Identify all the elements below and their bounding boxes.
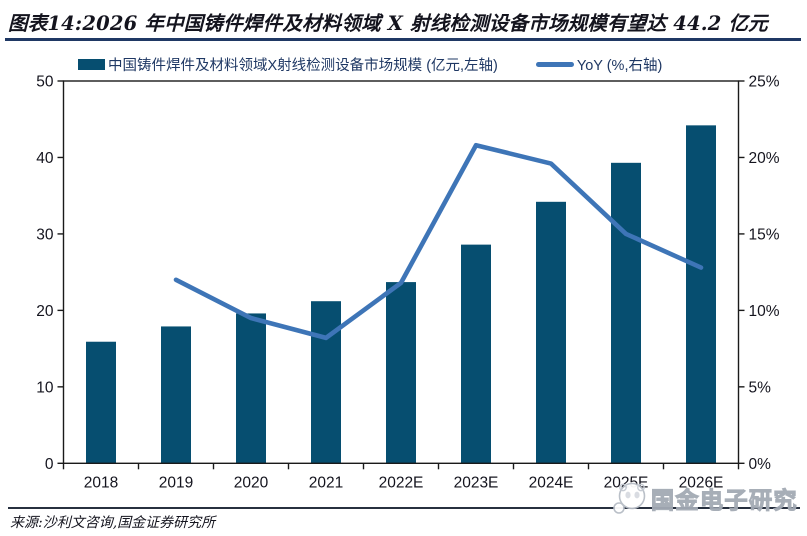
source-note: 来源:沙利文咨询,国金证券研究所 (10, 515, 216, 531)
left-axis-tick-label: 30 (36, 226, 54, 243)
footer-divider (8, 507, 800, 509)
yoy-line (173, 142, 704, 341)
bar-2026E (686, 125, 716, 464)
left-axis-tick-label: 20 (36, 303, 54, 320)
legend-item-market-size: 中国铸件焊件及材料领域X射线检测设备市场规模 (亿元,左轴) (78, 54, 498, 75)
plot-frame (62, 80, 740, 464)
bar-2019 (161, 326, 191, 464)
bar-2024E (536, 201, 566, 464)
left-axis-tick-label: 0 (45, 456, 54, 473)
bar-2020 (236, 313, 266, 464)
bar-2022E (386, 282, 416, 464)
x-axis-label-2021: 2021 (309, 474, 343, 491)
legend-item-yoy: YoY (%,右轴) (535, 54, 663, 75)
right-axis-tick-label: 15% (749, 226, 780, 243)
right-axis-tick-label: 5% (749, 379, 772, 396)
x-axis-label-2018: 2018 (84, 474, 118, 491)
right-axis-tick-label: 0% (749, 456, 772, 473)
bar-2023E (461, 244, 491, 464)
left-axis-tick-label: 50 (36, 74, 54, 91)
legend-label-market-size: 中国铸件焊件及材料领域X射线检测设备市场规模 (亿元,左轴) (108, 57, 498, 74)
left-axis-tick-label: 40 (36, 150, 54, 167)
line-series-swatch (535, 61, 574, 67)
x-axis-label-2020: 2020 (234, 474, 269, 491)
x-axis-label-2024E: 2024E (529, 474, 574, 491)
legend-label-yoy: YoY (%,右轴) (576, 57, 663, 74)
watermark: 国金电子研究 (610, 481, 798, 515)
bar-2025E (611, 162, 641, 464)
bar-2021 (311, 301, 341, 464)
x-axis-label-2023E: 2023E (454, 474, 499, 491)
chart-legend: 中国铸件焊件及材料领域X射线检测设备市场规模 (亿元,左轴) YoY (%,右轴… (78, 54, 662, 74)
x-axis-label-2022E: 2022E (379, 474, 424, 491)
right-axis-tick-label: 25% (749, 74, 780, 91)
bar-2018 (86, 341, 116, 464)
figure-title: 图表14:2026 年中国铸件焊件及材料领域 X 射线检测设备市场规模有望达 4… (8, 12, 768, 35)
guojin-mascot-icon (613, 482, 646, 514)
right-axis-tick-label: 10% (749, 303, 780, 320)
x-axis-label-2019: 2019 (159, 474, 193, 491)
right-axis-tick-label: 20% (749, 150, 780, 167)
bar-series-swatch (78, 58, 105, 70)
left-axis-tick-label: 10 (36, 379, 54, 396)
x-axis-label-2026E: 2026E (679, 474, 724, 491)
watermark-text: 国金电子研究 (650, 486, 798, 513)
title-divider (5, 38, 801, 41)
